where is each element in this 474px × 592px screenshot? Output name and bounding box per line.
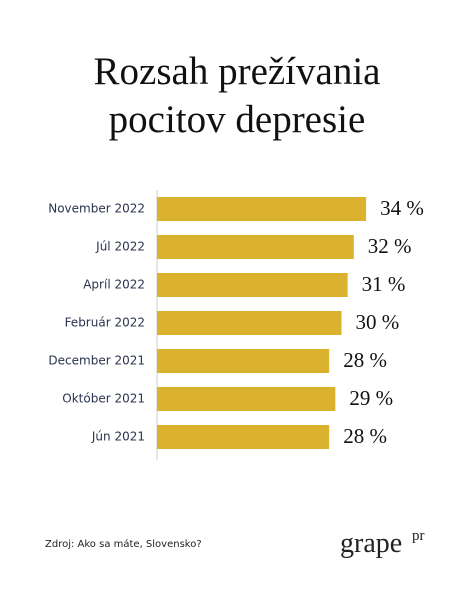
value-label: 32 % [368, 234, 412, 258]
category-label: December 2021 [48, 354, 145, 368]
value-label: 30 % [356, 310, 400, 334]
source: Zdroj: Ako sa máte, Slovensko? [45, 538, 202, 550]
chart-title: Rozsah prežívania pocitov depresie [93, 50, 381, 141]
bar [157, 197, 367, 221]
category-label: Apríl 2022 [83, 278, 145, 292]
value-label: 28 % [343, 348, 387, 372]
value-label: 28 % [343, 424, 387, 448]
value-label: 31 % [362, 272, 406, 296]
bar [157, 273, 348, 297]
category-label: Február 2022 [65, 316, 145, 330]
bar [157, 425, 330, 449]
logo: grape [340, 528, 402, 559]
value-label: 34 % [380, 196, 424, 220]
category-label: November 2022 [48, 202, 145, 216]
category-label: Júl 2022 [95, 240, 145, 254]
bar [157, 311, 342, 335]
value-label: 29 % [349, 386, 393, 410]
bar [157, 387, 336, 411]
category-label: Október 2021 [62, 392, 145, 406]
category-label: Jún 2021 [91, 430, 145, 444]
logo-superscript: pr [412, 528, 425, 544]
bar [157, 235, 354, 259]
bar [157, 349, 330, 373]
